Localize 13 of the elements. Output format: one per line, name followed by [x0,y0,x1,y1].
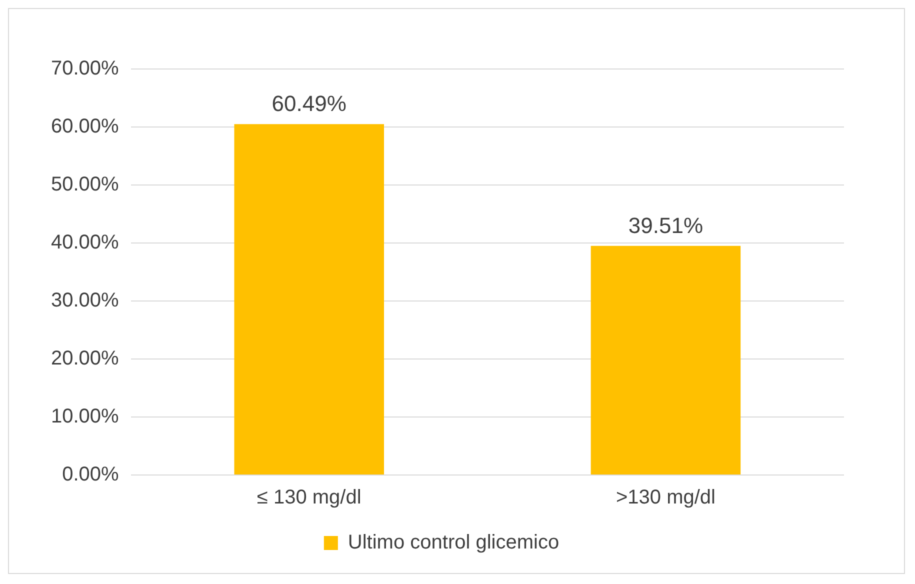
y-tick-label: 60.00% [50,116,120,138]
y-tick-label: 40.00% [50,232,120,254]
y-tick-label: 30.00% [50,290,120,312]
legend-label: Ultimo control glicemico [348,532,560,554]
y-tick-label: 50.00% [50,174,120,196]
data-label: 39.51% [628,212,704,238]
y-tick-label: 0.00% [62,464,120,486]
y-tick-label: 70.00% [50,58,120,80]
x-tick-label: ≤ 130 mg/dl [256,486,362,509]
data-label: 60.49% [272,91,346,116]
y-tick-label: 20.00% [50,348,120,370]
x-tick-label: >130 mg/dl [616,486,716,509]
y-tick-label: 10.00% [50,406,120,428]
